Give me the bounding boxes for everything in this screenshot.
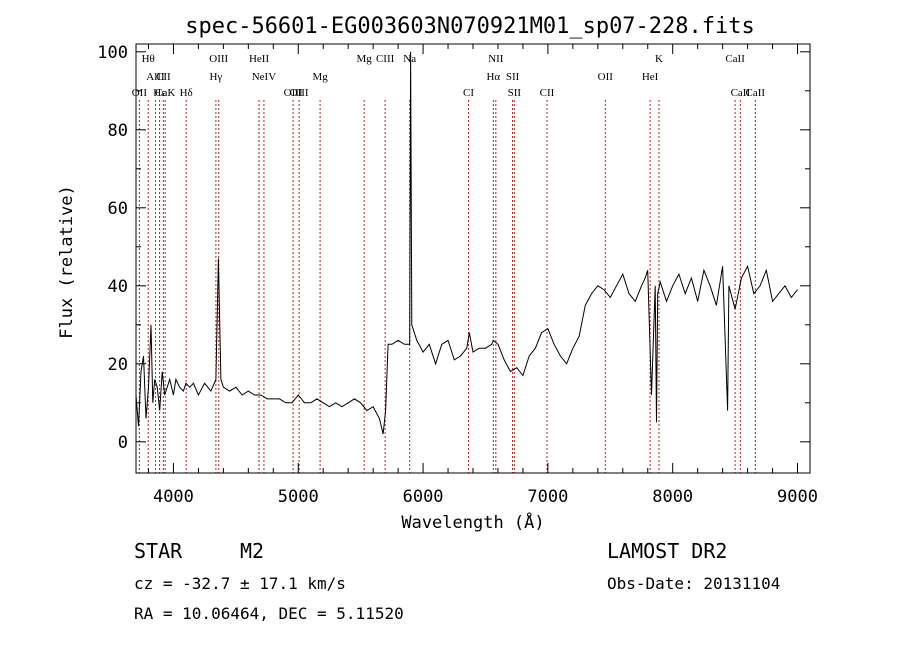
object-subclass: M2 bbox=[240, 539, 264, 563]
line-marker-label: OIII bbox=[290, 87, 309, 99]
line-marker-label: Na bbox=[403, 53, 416, 65]
line-marker-label: AlII bbox=[146, 71, 165, 83]
line-marker-label: Hε bbox=[153, 87, 166, 99]
line-marker-label: CaII bbox=[746, 87, 766, 99]
redshift-text: cz = -32.7 ± 17.1 km/s bbox=[134, 574, 346, 593]
x-tick-label: 8000 bbox=[652, 487, 693, 507]
line-marker-label: NeIV bbox=[252, 71, 276, 83]
line-marker-label: CaII bbox=[725, 53, 745, 65]
line-marker-label: CII bbox=[540, 87, 555, 99]
y-tick-label: 60 bbox=[108, 199, 128, 219]
survey-name: LAMOST DR2 bbox=[607, 539, 727, 563]
x-tick-label: 4000 bbox=[153, 487, 194, 507]
line-markers bbox=[138, 100, 756, 473]
x-axis-title: Wavelength (Å) bbox=[401, 511, 544, 533]
line-marker-label: Hα bbox=[486, 71, 500, 83]
line-marker-label: HeI bbox=[642, 71, 659, 83]
x-axis-ticks: 4000 5000 6000 7000 8000 9000 bbox=[147, 44, 818, 507]
y-axis-ticks: 0 20 40 60 80 100 bbox=[97, 43, 810, 453]
chart-title: spec-56601-EG003603N070921M01_sp07-228.f… bbox=[185, 14, 755, 39]
plot-frame bbox=[135, 43, 811, 474]
line-marker-label: SII bbox=[506, 71, 520, 83]
line-marker-label: CaK bbox=[155, 87, 175, 99]
line-marker-label: NII bbox=[488, 53, 504, 65]
line-marker-label: K bbox=[655, 53, 663, 65]
x-tick-label: 9000 bbox=[777, 487, 818, 507]
radec-text: RA = 10.06464, DEC = 5.11520 bbox=[134, 604, 404, 623]
line-marker-label: HeII bbox=[249, 53, 269, 65]
x-tick-label: 6000 bbox=[403, 487, 444, 507]
line-marker-label: CII bbox=[156, 71, 171, 83]
line-marker-label: OIII bbox=[284, 87, 303, 99]
line-marker-label: Mg bbox=[312, 71, 328, 83]
obs-date: Obs-Date: 20131104 bbox=[607, 574, 780, 593]
x-tick-label: 7000 bbox=[527, 487, 568, 507]
y-tick-label: 80 bbox=[108, 121, 128, 141]
line-marker-label: Hδ bbox=[180, 87, 193, 99]
y-tick-label: 0 bbox=[118, 433, 128, 453]
line-marker-label: CaII bbox=[731, 87, 751, 99]
line-marker-label: OII bbox=[598, 71, 614, 83]
y-tick-label: 40 bbox=[108, 277, 128, 297]
y-axis-title: Flux (relative) bbox=[57, 185, 77, 339]
y-tick-label: 20 bbox=[108, 355, 128, 375]
object-class: STAR bbox=[134, 539, 183, 563]
line-marker-label: Mg bbox=[357, 53, 373, 65]
y-tick-label: 100 bbox=[97, 43, 128, 63]
line-marker-label: CIII bbox=[376, 53, 395, 65]
spectrum-line bbox=[135, 51, 798, 435]
line-marker-label: Hγ bbox=[209, 71, 222, 83]
x-tick-label: 5000 bbox=[278, 487, 319, 507]
line-marker-label: CI bbox=[463, 87, 474, 99]
line-marker-label: OIII bbox=[209, 53, 228, 65]
line-marker-label: SII bbox=[508, 87, 522, 99]
line-marker-label: OII bbox=[132, 87, 148, 99]
line-marker-label: Hθ bbox=[142, 53, 155, 65]
